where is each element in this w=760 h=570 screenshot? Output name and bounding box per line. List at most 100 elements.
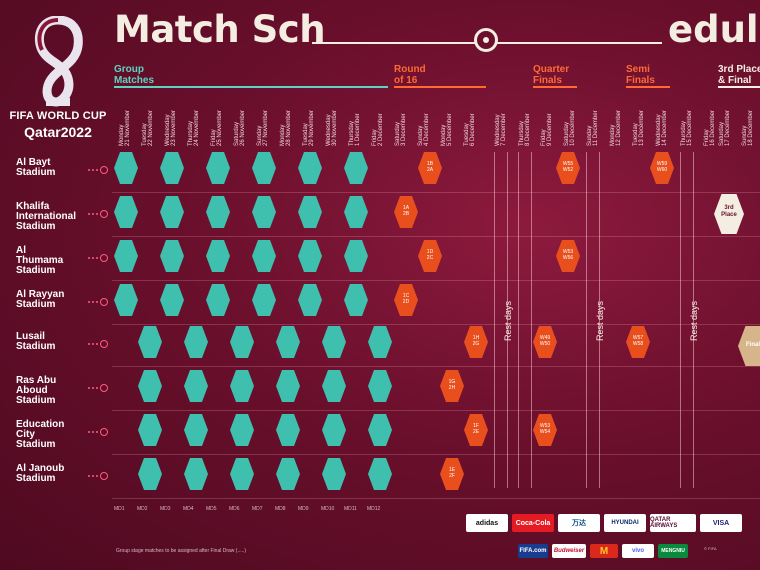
knockout-match-label: 1H 2G <box>472 335 480 347</box>
day-header: Thursday 24 November <box>187 90 200 146</box>
day-header: Friday 2 December <box>371 90 384 146</box>
group-match-marker <box>344 196 368 228</box>
day-header: Friday 16 December <box>703 90 716 146</box>
stadium-name: Al Rayyan Stadium <box>16 289 65 310</box>
knockout-match-label: W59 W60 <box>656 161 668 173</box>
group-match-marker <box>138 458 162 490</box>
group-match-marker <box>276 370 300 402</box>
matchday-code: MD2 <box>137 506 148 512</box>
sponsor-hyundai-logo: HYUNDAI <box>604 514 646 532</box>
day-label: Monday 5 December <box>441 113 453 146</box>
knockout-match-label: 1B 2A <box>426 161 434 173</box>
rest-days-column <box>518 152 532 488</box>
group-match-marker <box>322 370 346 402</box>
day-label: Friday 25 November <box>211 109 223 146</box>
stage-third-place-final: 3rd Place & Final <box>718 64 760 86</box>
stadium-connector-icon <box>88 298 110 306</box>
row-divider <box>112 280 760 281</box>
matchday-code: MD5 <box>206 506 217 512</box>
group-match-marker <box>160 196 184 228</box>
knockout-match: 1H 2G <box>464 326 488 358</box>
matchday-codes: MD1 MD2 MD3 MD4 MD5 MD6 MD7 MD8 MD9 MD10 MD11 MD12 <box>114 506 394 536</box>
group-match-marker <box>160 152 184 184</box>
day-header: Thursday 8 December <box>518 90 531 146</box>
group-match-marker <box>344 240 368 272</box>
matchday-code: MD10 <box>321 506 335 512</box>
day-label: Wednesday 7 December <box>495 113 507 146</box>
stadium-connector-icon <box>88 428 110 436</box>
group-match-marker <box>206 240 230 272</box>
stage-line-group <box>114 86 388 88</box>
day-header: Saturday 26 November <box>233 90 246 146</box>
group-match-marker <box>114 196 138 228</box>
stadium-name: Education City Stadium <box>16 419 65 450</box>
group-match-marker <box>252 152 276 184</box>
third-place-match: 3rd Place <box>714 194 744 234</box>
day-label: Sunday 11 December <box>587 110 599 146</box>
group-match-marker <box>230 370 254 402</box>
day-header: Sunday 27 November <box>256 90 269 146</box>
group-match-marker <box>298 240 322 272</box>
copyright-text: © FIFA <box>704 546 717 551</box>
day-header: Wednesday 23 November <box>164 90 177 146</box>
knockout-match-label: 1C 2D <box>402 293 410 305</box>
row-divider <box>112 236 760 237</box>
day-header: Tuesday 13 December <box>632 90 645 146</box>
rest-days-label: Rest days <box>595 300 606 342</box>
group-match-marker <box>298 196 322 228</box>
world-cup-emblem-icon <box>34 16 83 107</box>
group-match-marker <box>184 370 208 402</box>
knockout-match-label: 1A 2B <box>402 205 410 217</box>
sponsor-vivo-logo: vivo <box>622 544 654 558</box>
sponsor-fifa-logo: FIFA.com <box>518 544 548 558</box>
group-match-marker <box>114 284 138 316</box>
day-header: Sunday 18 December <box>741 90 754 146</box>
group-match-marker <box>114 152 138 184</box>
day-header: Wednesday 7 December <box>494 90 507 146</box>
day-label: Friday 2 December <box>372 113 384 146</box>
group-match-marker <box>276 414 300 446</box>
group-match-marker <box>184 414 208 446</box>
day-header: Friday 25 November <box>210 90 223 146</box>
group-match-marker <box>322 414 346 446</box>
stadium-connector-icon <box>88 340 110 348</box>
knockout-match-label: W57 W58 <box>632 335 644 347</box>
rest-days-label: Rest days <box>689 300 700 342</box>
knockout-match: W53 W54 <box>533 414 557 446</box>
knockout-match: 1A 2B <box>394 196 418 228</box>
group-match-marker <box>368 326 392 358</box>
day-label: Thursday 24 November <box>188 109 200 146</box>
sponsor-wanda-logo: 万达 <box>558 514 600 532</box>
knockout-match: 1B 2A <box>418 152 442 184</box>
group-match-marker <box>322 326 346 358</box>
matchday-code: MD8 <box>275 506 286 512</box>
page-title-left: Match Sch <box>114 8 326 51</box>
row-divider <box>112 454 760 455</box>
group-match-marker <box>298 152 322 184</box>
row-divider <box>112 192 760 193</box>
group-match-marker <box>160 284 184 316</box>
group-match-marker <box>344 284 368 316</box>
day-label: Tuesday 13 December <box>633 109 645 146</box>
knockout-match: W59 W60 <box>650 152 674 184</box>
day-label: Monday 12 December <box>610 109 622 146</box>
group-match-marker <box>252 284 276 316</box>
day-header: Tuesday 22 November <box>141 90 154 146</box>
group-match-marker <box>206 196 230 228</box>
knockout-match: W55 W52 <box>556 152 580 184</box>
group-match-marker <box>206 284 230 316</box>
stage-line-qf <box>533 86 577 88</box>
day-header: Monday 28 November <box>279 90 292 146</box>
group-match-marker <box>368 458 392 490</box>
group-match-marker <box>368 414 392 446</box>
day-label: Sunday 18 December <box>742 109 754 146</box>
knockout-match: 1D 2C <box>418 240 442 272</box>
knockout-match-label: W55 W52 <box>562 161 574 173</box>
rest-days-label: Rest days <box>503 300 514 342</box>
knockout-match-label: 1E 2F <box>448 467 456 479</box>
day-header: Tuesday 6 December <box>463 90 476 146</box>
day-label: Tuesday 6 December <box>464 113 476 146</box>
stadium-connector-icon <box>88 166 110 174</box>
day-header: Thursday 15 December <box>680 90 693 146</box>
day-header: Monday 5 December <box>440 90 453 146</box>
